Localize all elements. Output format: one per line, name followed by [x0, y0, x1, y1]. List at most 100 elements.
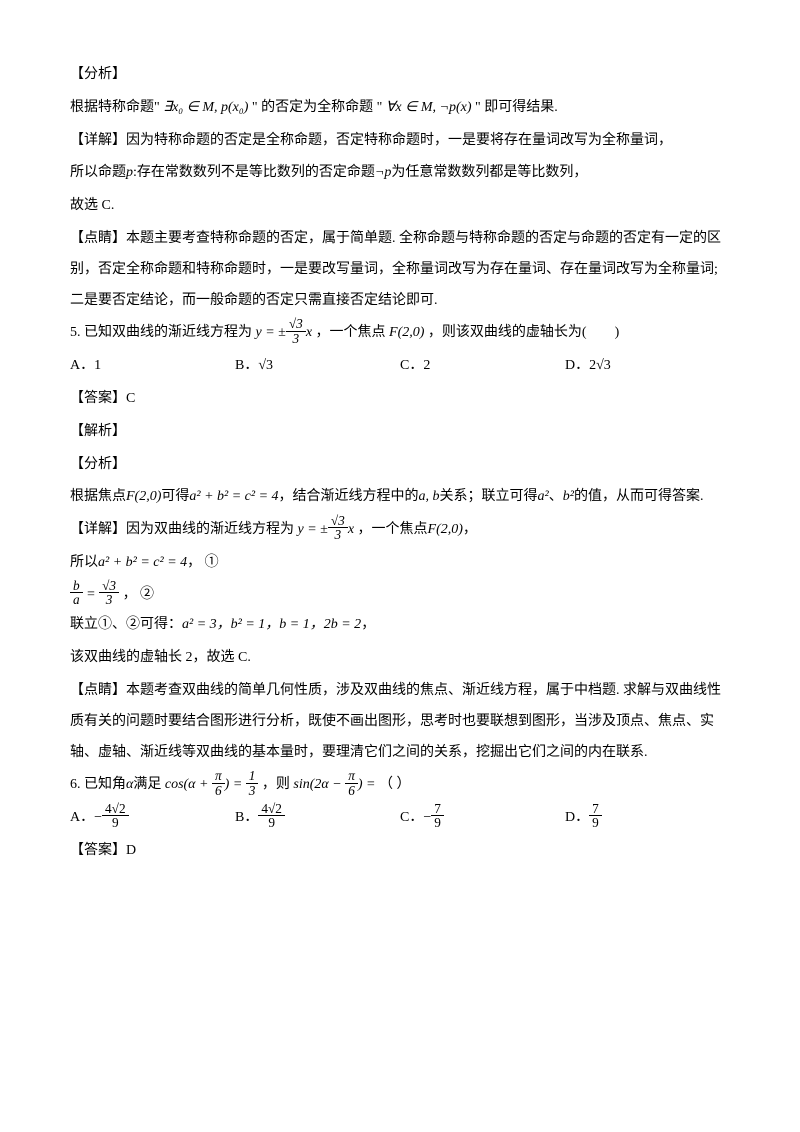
text: :存在常数数列不是等比数列的否定命题 — [133, 165, 375, 180]
value: √3 — [258, 358, 273, 373]
option-d: D．79 — [565, 803, 730, 834]
text: 为任意常数数列都是等比数列， — [391, 165, 587, 180]
math-focus: F(2,0) — [389, 325, 424, 340]
math-exists: ∃x₀ ∈ M, p(x₀) — [163, 100, 248, 115]
text: 满足 — [133, 777, 161, 792]
den: 6 — [345, 784, 358, 797]
eq-prefix: y = ± — [298, 522, 328, 537]
text: " 的否定为全称命题 " — [252, 100, 382, 115]
q5-options: A．1 B．√3 C．2 D．2√3 — [70, 351, 730, 382]
den: 9 — [258, 816, 285, 829]
text: 根据特称命题" — [70, 100, 160, 115]
math-p: p — [126, 165, 133, 180]
value: 2√3 — [589, 358, 611, 373]
den: 9 — [102, 816, 129, 829]
option-d: D．2√3 — [565, 351, 730, 382]
equals: = — [83, 587, 99, 602]
text: 【详解】因为双曲线的渐近线方程为 — [70, 522, 294, 537]
math-focus: F(2,0) — [428, 522, 463, 537]
den: 3 — [99, 593, 119, 606]
sin-prefix: sin(2α − — [293, 777, 345, 792]
line-10: 联立①、②可得：a² = 3，b² = 1，b = 1，2b = 2， — [70, 610, 730, 641]
x: x — [306, 325, 312, 340]
sign: − — [423, 810, 431, 825]
cos-suffix: ) = — [225, 777, 246, 792]
math-asymptote: y = ±√33x — [256, 325, 316, 340]
text: 所以 — [70, 555, 98, 570]
num: π — [345, 769, 358, 783]
fenxi-5: 【分析】 — [70, 450, 730, 481]
option-c: C．−79 — [400, 803, 565, 834]
math-b2: b² — [563, 489, 574, 504]
math-forall: ∀x ∈ M, ¬p(x) — [386, 100, 472, 115]
text: 的值，从而可得答案. — [574, 489, 704, 504]
den: a — [70, 593, 83, 606]
num: √3 — [331, 513, 345, 528]
math-a2: a² — [538, 489, 549, 504]
math-eq: a² + b² = c² = 4 — [189, 489, 278, 504]
line-1: 根据特称命题" ∃x₀ ∈ M, p(x₀) " 的否定为全称命题 " ∀x ∈… — [70, 93, 730, 124]
page-content: 【分析】 根据特称命题" ∃x₀ ∈ M, p(x₀) " 的否定为全称命题 "… — [0, 0, 800, 919]
value: 2 — [423, 358, 430, 373]
answer-6: 【答案】D — [70, 836, 730, 867]
line-5: 【点睛】本题主要考查特称命题的否定，属于简单题. 全称命题与特称命题的否定与命题… — [70, 224, 730, 316]
line-12: 【点睛】本题考查双曲线的简单几何性质，涉及双曲线的焦点、渐近线方程，属于中档题.… — [70, 676, 730, 768]
math-sin: sin(2α − π6) = — [293, 777, 379, 792]
line-6: 根据焦点F(2,0)可得a² + b² = c² = 4，结合渐近线方程中的a,… — [70, 482, 730, 513]
num: 7 — [431, 802, 444, 816]
num: 7 — [589, 802, 602, 816]
text: 根据焦点 — [70, 489, 126, 504]
option-b: B．4√29 — [235, 803, 400, 834]
math-ab: a, b — [419, 489, 440, 504]
math-ratio: ba = √33 — [70, 587, 123, 602]
line-9: ba = √33 ， ② — [70, 581, 730, 609]
math-focus: F(2,0) — [126, 489, 161, 504]
text: 联立①、②可得： — [70, 617, 182, 632]
text: " 即可得结果. — [475, 100, 558, 115]
math-cos: cos(α + π6) = 13 — [165, 777, 262, 792]
question-5: 5. 已知双曲线的渐近线方程为 y = ±√33x ，一个焦点 F(2,0) ，… — [70, 318, 730, 349]
den: 9 — [431, 816, 444, 829]
den: 3 — [246, 784, 259, 797]
math-eq: a² + b² = c² = 4 — [98, 555, 187, 570]
option-b: B．√3 — [235, 351, 400, 382]
num: b — [70, 579, 83, 593]
text: 、 — [549, 489, 563, 504]
text: 可得 — [161, 489, 189, 504]
num: 4√2 — [258, 802, 285, 816]
text: ，则该双曲线的虚轴长为( ) — [428, 325, 619, 340]
line-7: 【详解】因为双曲线的渐近线方程为 y = ±√33x ，一个焦点F(2,0)， — [70, 515, 730, 546]
num: √3 — [289, 316, 303, 331]
line-11: 该双曲线的虚轴长 2，故选 C. — [70, 643, 730, 674]
num: 4√2 — [102, 802, 129, 816]
text: ， ① — [187, 555, 219, 570]
x: x — [348, 522, 354, 537]
text: （ ） — [379, 777, 411, 792]
question-6: 6. 已知角α满足 cos(α + π6) = 13 ，则 sin(2α − π… — [70, 770, 730, 801]
text: 5. 已知双曲线的渐近线方程为 — [70, 325, 252, 340]
text: ， — [463, 522, 477, 537]
text: ， ② — [123, 587, 155, 602]
line-8: 所以a² + b² = c² = 4， ① — [70, 548, 730, 579]
text: 所以命题 — [70, 165, 126, 180]
den: 3 — [286, 332, 306, 345]
math-not-p: ¬p — [375, 165, 391, 180]
den: 9 — [589, 816, 602, 829]
den: 6 — [212, 784, 225, 797]
analysis-label: 【分析】 — [70, 60, 730, 91]
q6-options: A．−4√29 B．4√29 C．−79 D．79 — [70, 803, 730, 834]
text: 关系；联立可得 — [440, 489, 538, 504]
text: ，则 — [262, 777, 290, 792]
sign: − — [94, 810, 102, 825]
num: π — [212, 769, 225, 783]
text: ，一个焦点 — [358, 522, 428, 537]
text: ， — [361, 617, 375, 632]
value: 1 — [94, 358, 101, 373]
eq-prefix: y = ± — [256, 325, 286, 340]
jiexi-5: 【解析】 — [70, 417, 730, 448]
sin-suffix: ) = — [358, 777, 379, 792]
line-4: 故选 C. — [70, 191, 730, 222]
option-a: A．1 — [70, 351, 235, 382]
text: ，结合渐近线方程中的 — [279, 489, 419, 504]
num: √3 — [102, 578, 116, 593]
